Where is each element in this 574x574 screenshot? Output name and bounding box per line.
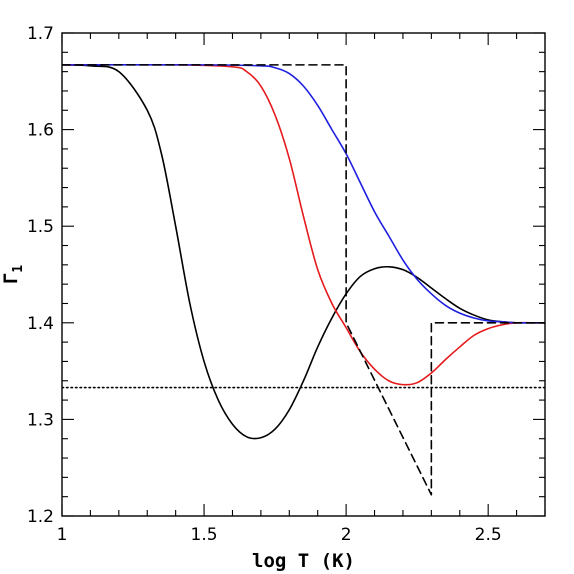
y-axis-label: Γ1 [0,265,26,284]
series-blue [62,64,545,324]
ticks-layer [61,32,546,517]
y-tick-label: 1.5 [27,217,54,237]
y-tick-label: 1.3 [27,410,54,430]
series-red [62,63,545,386]
x-tick-label: 1 [57,525,68,545]
x-tick-label: 2 [341,525,352,545]
y-tick-label: 1.2 [27,507,54,527]
y-tick-label: 1.7 [27,24,54,44]
labels-layer: log T (K) Γ1 1 1.5 2 2.51.21.31.41.51.61.7 [0,24,502,572]
series-layer [62,63,545,496]
x-tick-label: 2.5 [475,525,502,545]
x-axis-label: log T (K) [252,550,355,572]
plot-frame [61,32,546,517]
series-black-dashed [62,64,545,496]
series-black-solid [62,64,545,440]
y-axis-label-subscript: 1 [11,265,26,273]
x-tick-label: 1.5 [191,525,218,545]
y-tick-label: 1.6 [27,121,54,141]
y-tick-label: 1.4 [27,314,54,334]
y-axis-label-main: Γ [0,273,22,284]
